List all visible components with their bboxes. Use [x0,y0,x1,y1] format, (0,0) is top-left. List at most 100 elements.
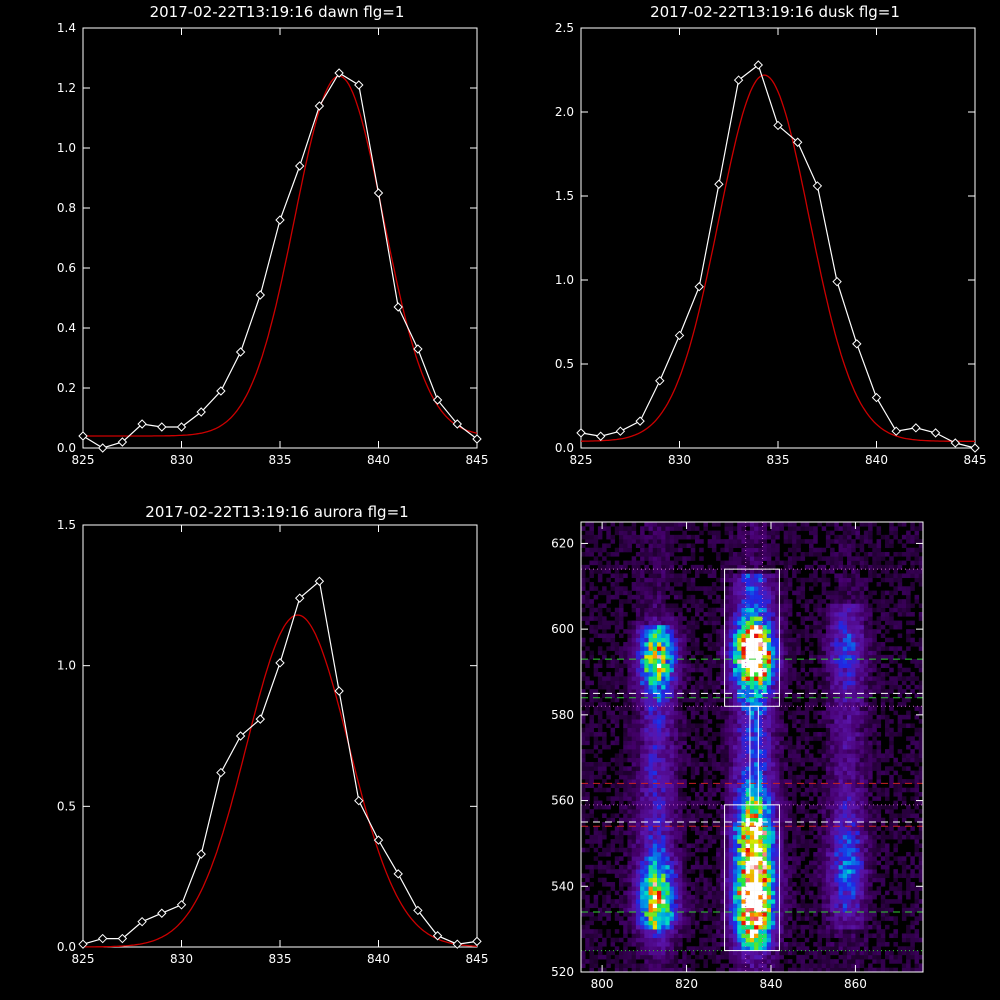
heatmap-cell [825,967,831,973]
heatmap-cell [716,959,721,964]
heatmap-cell [728,830,734,836]
heatmap-cell [585,907,590,913]
heatmap-cell [758,899,763,904]
heatmap-cell [728,920,734,926]
heatmap-cell [762,633,768,639]
heatmap-cell [597,702,603,707]
heatmap-cell [758,560,763,566]
heatmap-cell [673,659,679,664]
heatmap-cell [728,526,734,531]
heatmap-cell [817,950,822,956]
heatmap-cell [648,736,654,741]
heatmap-cell [792,847,797,853]
heatmap-cell [724,890,730,896]
heatmap-cell [716,942,721,947]
heatmap-cell [673,672,679,677]
heatmap-cell [690,714,696,720]
heatmap-cell [610,959,616,964]
heatmap-cell [627,963,632,969]
heatmap-cell [716,650,721,656]
heatmap-cell [728,813,734,819]
heatmap-cell [800,822,806,827]
heatmap-cell [640,552,645,557]
heatmap-cell [775,684,780,690]
heatmap-cell [762,792,768,797]
heatmap-cell [775,804,780,810]
heatmap-cell [809,907,814,913]
heatmap-cell [754,697,759,703]
heatmap-cell [800,830,806,836]
heatmap-cell [796,946,801,951]
heatmap-cell [661,552,666,557]
heatmap-cell [749,654,755,660]
heatmap-cell [813,954,818,960]
heatmap-cell [720,963,725,969]
heatmap-cell [602,676,607,681]
heatmap-cell [623,723,628,729]
heatmap-cell [754,929,759,934]
heatmap-cell [669,963,675,969]
heatmap-cell [758,672,763,677]
heatmap-cell [741,612,746,617]
heatmap-cell [614,736,620,741]
heatmap-cell [657,552,662,557]
heatmap-cell [581,719,586,724]
heatmap-cell [771,843,776,849]
heatmap-cell [800,792,806,797]
heatmap-cell [686,577,692,583]
aurora-data-point [78,939,88,949]
heatmap-cell [783,642,789,647]
heatmap-cell [610,710,616,716]
heatmap-cell [728,684,734,690]
heatmap-cell [665,942,670,947]
heatmap-cell [758,826,763,831]
heatmap-cell [749,539,755,544]
heatmap-cell [733,582,738,587]
heatmap-cell [762,852,768,857]
heatmap-cell [627,959,632,964]
heatmap-cell [690,826,696,831]
heatmap-cell [716,762,721,767]
heatmap-cell [741,693,746,699]
heatmap-cell [758,667,763,673]
heatmap-cell [635,826,641,831]
heatmap-cell [821,612,827,617]
heatmap-cell [602,903,607,909]
heatmap-cell [745,924,751,930]
heatmap-cell [678,886,683,891]
heatmap-cell [800,882,806,887]
heatmap-cell [581,736,586,741]
heatmap-cell [720,714,725,720]
heatmap-cell [707,912,713,917]
heatmap-cell [619,937,624,943]
heatmap-cell [644,740,649,746]
heatmap-cell [728,766,734,771]
heatmap-cell [669,672,675,677]
heatmap-cell [665,856,670,861]
heatmap-cell [627,714,632,720]
heatmap-cell [720,723,725,729]
heatmap-cell [804,753,810,759]
heatmap-cell [614,779,620,784]
heatmap-cell [749,569,755,574]
heatmap-cell [682,903,687,909]
heatmap-cell [733,693,738,699]
heatmap-cell [775,813,780,819]
heatmap-cell [627,620,632,626]
heatmap-cell [724,620,730,626]
heatmap-cell [669,796,675,801]
heatmap-cell [631,894,637,900]
heatmap-cell [657,903,662,909]
heatmap-cell [597,573,603,579]
heatmap-cell [754,706,759,711]
heatmap-cell [665,672,670,677]
heatmap-cell [817,719,822,724]
heatmap-cell [792,882,797,887]
heatmap-cell [602,770,607,776]
heatmap-cell [792,753,797,759]
heatmap-cell [695,804,700,810]
heatmap-cell [758,569,763,574]
heatmap-cell [644,886,649,891]
heatmap-cell [686,882,692,887]
heatmap-cell [678,556,683,561]
